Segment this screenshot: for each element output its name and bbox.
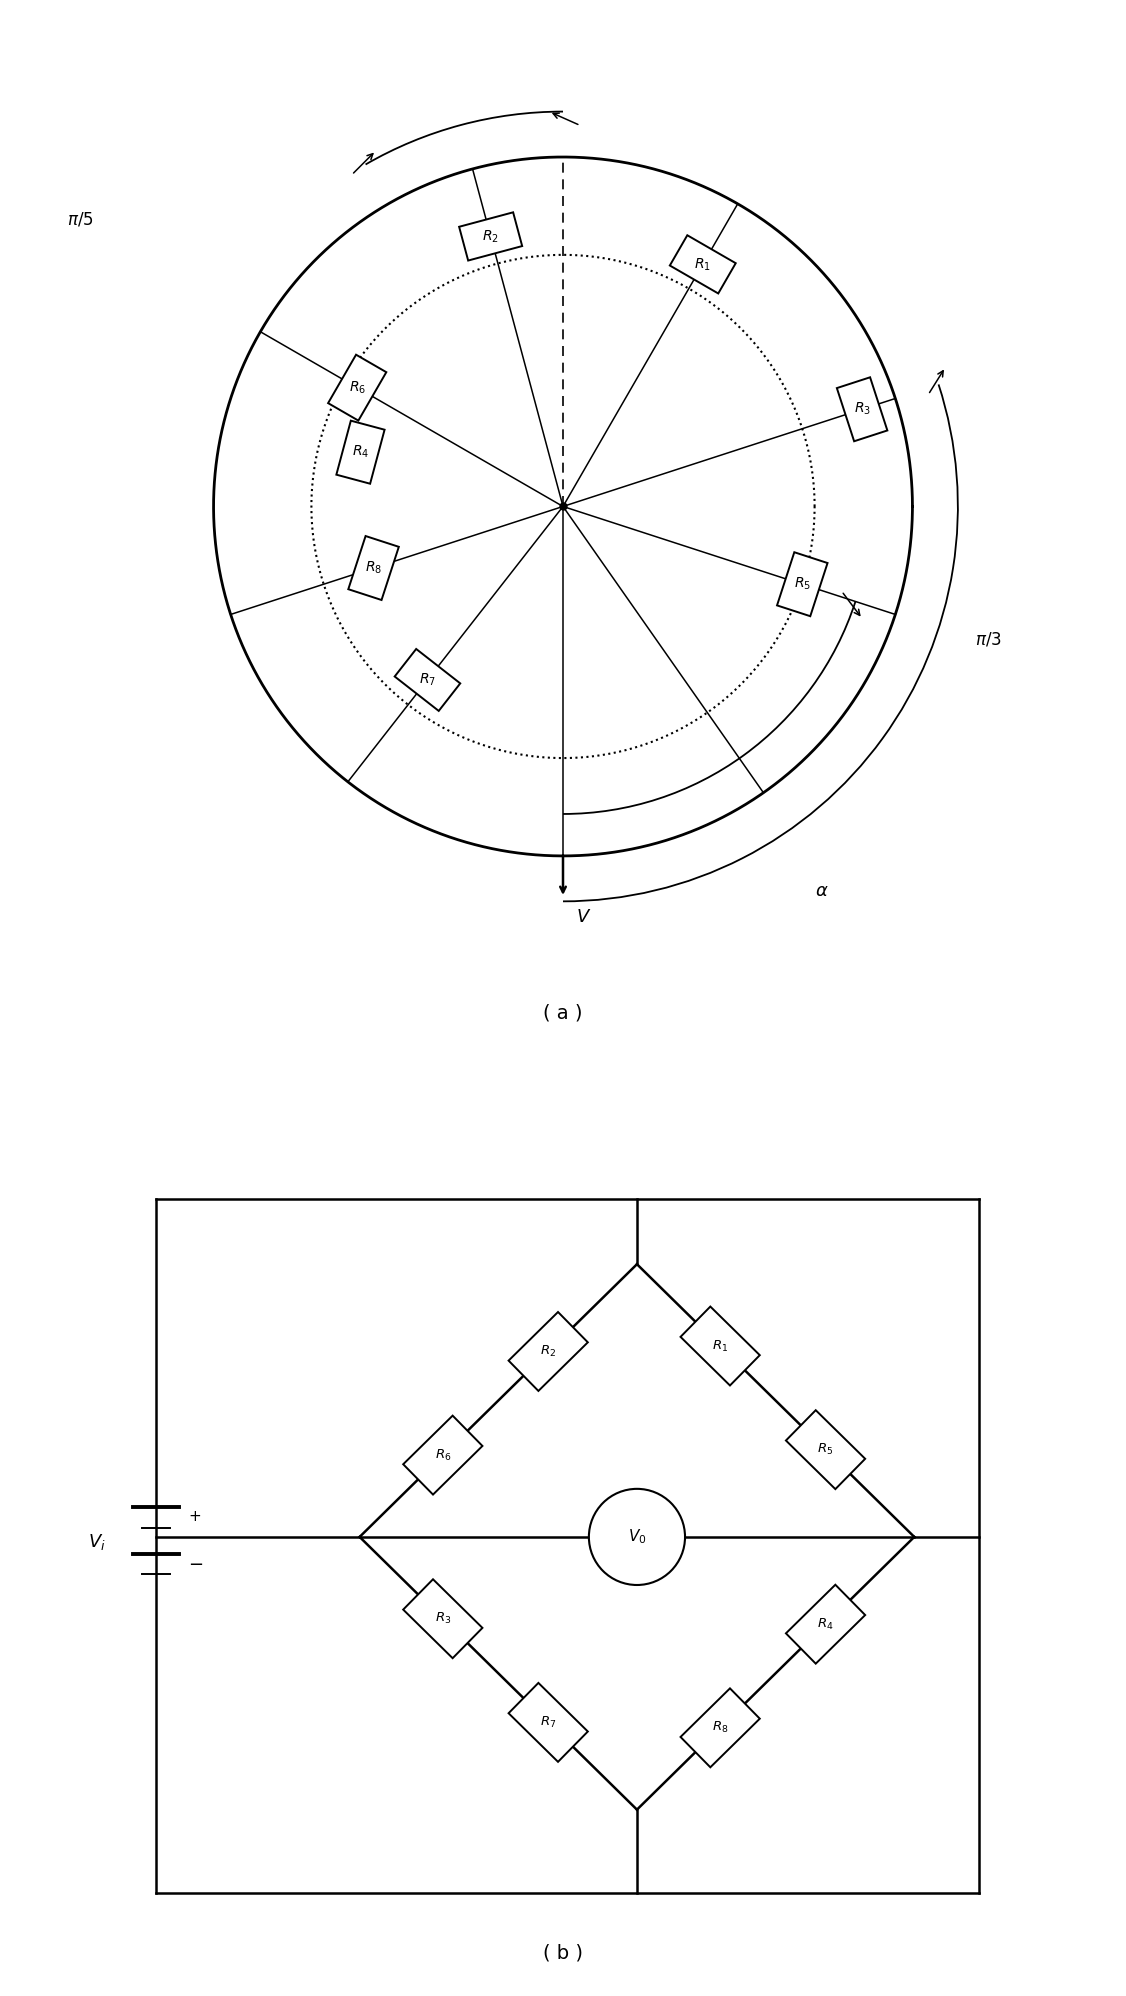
Text: $R_{2}$: $R_{2}$ (540, 1343, 556, 1359)
Polygon shape (403, 1415, 482, 1495)
Polygon shape (459, 212, 522, 261)
Polygon shape (786, 1411, 865, 1489)
Text: $R_{6}$: $R_{6}$ (349, 379, 366, 395)
Text: $R_{5}$: $R_{5}$ (817, 1441, 833, 1457)
Polygon shape (328, 355, 386, 421)
Text: $\pi/5$: $\pi/5$ (66, 212, 93, 230)
Text: $\alpha$: $\alpha$ (814, 882, 829, 900)
Text: $R_{8}$: $R_{8}$ (712, 1721, 729, 1735)
Polygon shape (680, 1307, 760, 1385)
Polygon shape (670, 236, 735, 293)
Text: $R_{3}$: $R_{3}$ (435, 1611, 452, 1627)
Text: ( a ): ( a ) (543, 1004, 583, 1022)
Text: −: − (188, 1555, 204, 1573)
Text: $R_{1}$: $R_{1}$ (712, 1339, 729, 1353)
Polygon shape (680, 1689, 760, 1766)
Polygon shape (395, 649, 461, 711)
Polygon shape (777, 553, 828, 617)
Text: $R_{7}$: $R_{7}$ (419, 673, 436, 689)
Text: $R_{2}$: $R_{2}$ (482, 228, 499, 246)
Polygon shape (509, 1311, 588, 1391)
Text: $R_{7}$: $R_{7}$ (540, 1715, 556, 1731)
Text: +: + (188, 1509, 202, 1525)
Text: $R_{5}$: $R_{5}$ (794, 577, 811, 593)
Polygon shape (786, 1585, 865, 1663)
Text: $R_{6}$: $R_{6}$ (435, 1447, 452, 1463)
Text: $\pi/3$: $\pi/3$ (975, 631, 1002, 649)
Circle shape (589, 1489, 685, 1585)
Text: $R_{4}$: $R_{4}$ (817, 1617, 834, 1633)
Polygon shape (837, 377, 887, 441)
Text: ( b ): ( b ) (543, 1944, 583, 1962)
Text: $R_{3}$: $R_{3}$ (854, 401, 870, 417)
Polygon shape (403, 1579, 482, 1659)
Text: $R_{8}$: $R_{8}$ (365, 559, 382, 577)
Text: V: V (577, 908, 589, 926)
Polygon shape (337, 421, 385, 483)
Text: $V_0$: $V_0$ (627, 1527, 646, 1547)
Text: $R_{1}$: $R_{1}$ (695, 255, 712, 273)
Text: $R_{4}$: $R_{4}$ (351, 443, 369, 461)
Text: $V_i$: $V_i$ (88, 1531, 106, 1551)
Polygon shape (348, 537, 399, 601)
Polygon shape (509, 1683, 588, 1762)
